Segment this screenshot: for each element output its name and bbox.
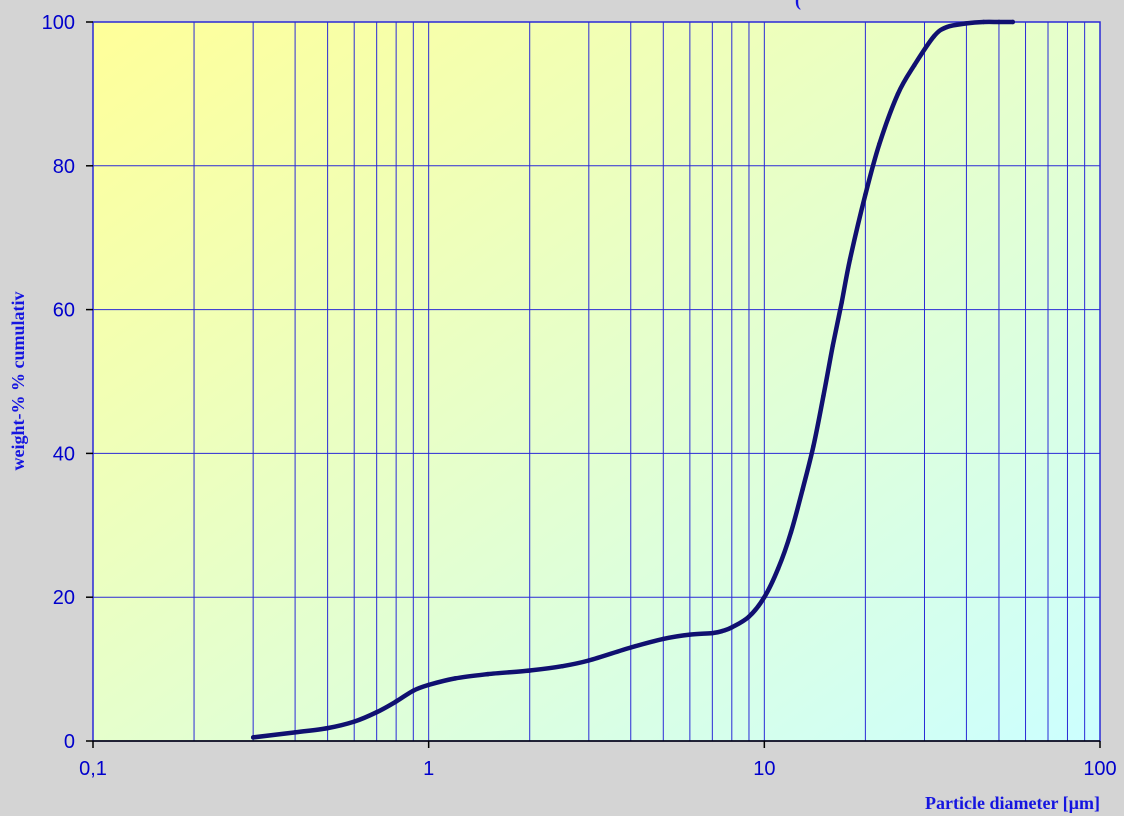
data-point: [788, 530, 794, 535]
data-point: [325, 725, 330, 731]
data-point: [729, 625, 735, 630]
data-point: [527, 668, 532, 673]
data-point: [776, 566, 781, 571]
y-axis-ticks: 0 20 40 60 80 100: [42, 12, 93, 753]
data-point: [800, 487, 805, 492]
y-tick-label: 100: [42, 12, 75, 34]
gridlines: [93, 22, 1100, 741]
data-point: [877, 142, 882, 147]
data-point: [485, 671, 490, 677]
data-point: [374, 710, 379, 715]
data-point: [710, 630, 715, 636]
data-point: [453, 676, 458, 681]
plot-area-background: [93, 22, 1100, 741]
data-point: [996, 19, 1002, 25]
y-tick-label: 0: [64, 731, 75, 753]
chart-title-fragment: (: [795, 0, 801, 11]
data-point: [426, 682, 431, 688]
y-tick-label: 40: [53, 443, 75, 465]
data-point: [863, 192, 868, 197]
data-point: [746, 614, 752, 619]
data-point: [560, 664, 565, 669]
data-point: [839, 300, 844, 305]
y-axis-title: weight-% % cumulativ: [8, 292, 28, 471]
x-tick-label: 1: [423, 758, 434, 780]
data-point: [411, 688, 416, 693]
data-point: [628, 645, 633, 650]
y-tick-label: 20: [53, 587, 75, 609]
data-point: [393, 699, 399, 704]
x-axis-ticks: 0,1 1 10 100: [79, 740, 1117, 780]
x-axis-title: Particle diameter [µm]: [925, 793, 1100, 813]
data-point: [720, 628, 725, 634]
data-point: [586, 658, 592, 663]
series-layer: [250, 19, 1016, 740]
data-point: [830, 343, 836, 348]
data-point: [250, 735, 256, 740]
data-point: [964, 21, 969, 26]
x-tick-label: 100: [1083, 758, 1116, 780]
data-point: [811, 444, 816, 449]
data-point: [895, 91, 901, 97]
data-point: [1010, 19, 1016, 25]
y-tick-label: 80: [53, 156, 75, 178]
x-tick-label: 10: [753, 758, 775, 780]
data-point: [981, 19, 986, 25]
data-point: [762, 595, 767, 600]
data-point: [847, 257, 853, 262]
data-point: [944, 24, 950, 30]
data-point: [687, 632, 693, 637]
x-tick-label: 0,1: [79, 758, 107, 780]
data-point: [351, 719, 357, 724]
y-tick-label: 60: [53, 300, 75, 322]
data-point: [912, 62, 917, 68]
data-point: [931, 34, 937, 39]
data-point: [292, 730, 298, 735]
data-point: [821, 393, 826, 399]
data-point: [661, 636, 666, 642]
